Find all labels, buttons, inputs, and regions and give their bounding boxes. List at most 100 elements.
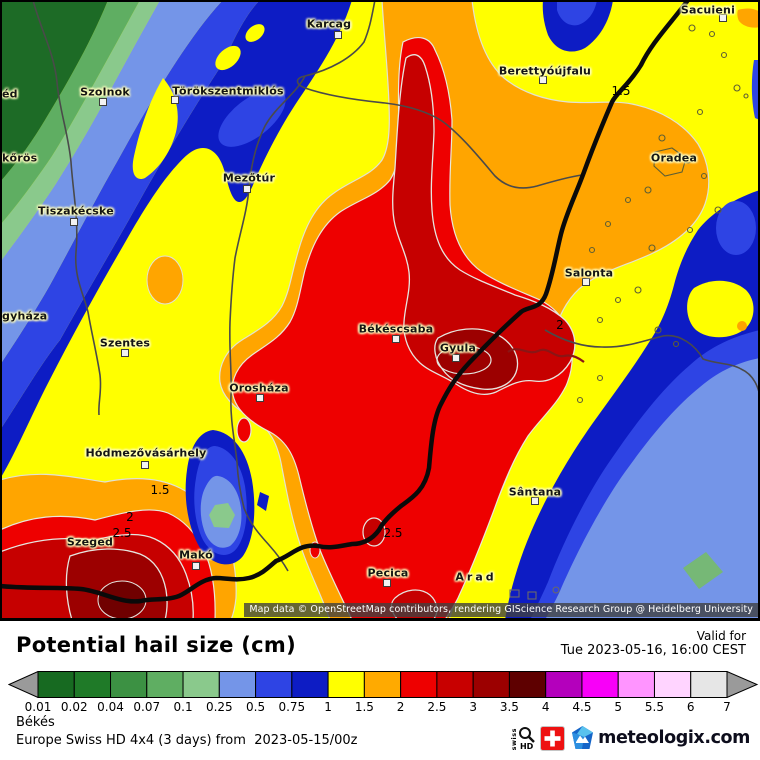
swiss-hd-logo[interactable]: swiss HD [510, 726, 535, 751]
city-label-partial: gyháza [2, 309, 48, 323]
swiss-label: swiss [510, 727, 519, 750]
hail-map: Karcag Sacuieni Szolnok Törökszentmiklós Ber… [0, 0, 760, 620]
scale-cell [327, 671, 365, 698]
scale-cell [110, 671, 148, 698]
meteologix-logo[interactable]: meteologix.com [570, 725, 750, 751]
scale-value: 5.5 [644, 700, 665, 714]
map-attribution: Map data © OpenStreetMap contributors, r… [244, 603, 758, 617]
scale-cell [400, 671, 438, 698]
contour-value-label: 2.5 [112, 526, 132, 540]
scale-value: 0.75 [278, 700, 306, 714]
valid-for-label: Valid for [696, 629, 746, 643]
city-label: Arad [455, 570, 497, 584]
contour-value-label: 2.5 [383, 526, 403, 540]
scale-cell [291, 671, 329, 698]
city-label-partial: éd [2, 87, 18, 101]
magnifier-icon [519, 727, 535, 743]
city-label: Pecica [367, 566, 409, 580]
map-graphic [2, 2, 758, 620]
contour-value-label: 1.5 [611, 84, 631, 98]
city-marker [531, 497, 539, 505]
scale-value: 2.5 [427, 700, 447, 714]
scale-value: 7 [723, 700, 731, 714]
scale-value: 5 [614, 700, 623, 714]
scale-value: 2 [396, 700, 405, 714]
city-marker [99, 98, 107, 106]
city-label: Makó [179, 548, 213, 562]
city-marker [141, 461, 149, 469]
scale-cell [218, 671, 257, 698]
city-marker [334, 31, 342, 39]
scale-value: 4.5 [572, 700, 592, 714]
scale-cell [653, 671, 692, 698]
scale-cell [617, 671, 655, 698]
scale-value: 0.25 [205, 700, 233, 714]
city-marker [70, 218, 78, 226]
city-label: Törökszentmiklós [172, 84, 284, 98]
valid-time: Tue 2023-05-16, 16:00 CEST [560, 643, 746, 658]
scale-value: 0.5 [246, 700, 266, 714]
scale-value: 6 [686, 700, 695, 714]
scale-value: 0.01 [24, 700, 52, 714]
city-label: Szentes [99, 336, 151, 350]
city-label: Sacuieni [680, 3, 736, 17]
swiss-flag-icon [540, 725, 566, 751]
city-label: Berettyóújfalu [498, 64, 592, 78]
map-frame-bottom [0, 618, 760, 621]
scale-value: 0.04 [97, 700, 124, 714]
scale-cell [472, 671, 510, 698]
city-marker [539, 76, 547, 84]
scale-value: 1.5 [354, 700, 374, 714]
city-label: Szolnok [80, 85, 130, 99]
scale-cell [182, 671, 220, 698]
scale-cell [363, 671, 402, 698]
city-label-partial: kőrös [2, 151, 38, 165]
page-title: Potential hail size (cm) [16, 633, 296, 657]
city-label: Tiszakécske [38, 204, 114, 218]
contour-value-label: 2 [126, 510, 134, 524]
scale-value: 0.07 [133, 700, 161, 714]
city-label: Hódmezővásárhely [85, 446, 207, 460]
city-label: Salonta [564, 266, 614, 280]
legend-panel: Potential hail size (cm) Valid for Tue 2… [0, 621, 760, 760]
city-marker [383, 579, 391, 587]
city-marker [582, 278, 590, 286]
scale-value: 3 [469, 700, 477, 714]
city-marker [171, 96, 179, 104]
city-marker [392, 335, 400, 343]
scale-cell [37, 671, 75, 698]
scale-cell [436, 671, 474, 698]
city-label: Szeged [66, 535, 114, 549]
scale-cell [255, 671, 293, 698]
scale-value: 0.02 [60, 700, 88, 714]
scale-cell [545, 671, 583, 698]
city-label: Orosháza [229, 381, 289, 395]
scale-value: 0.1 [173, 700, 193, 714]
brand-text: meteologix.com [598, 728, 750, 748]
city-marker [256, 394, 264, 402]
contour-value-label: 2 [556, 318, 564, 332]
scale-cell [581, 671, 619, 698]
scale-cell [146, 671, 184, 698]
scale-value: 4 [541, 700, 550, 714]
scale-cell [690, 671, 728, 698]
city-label: Sântana [508, 485, 562, 499]
city-marker [192, 562, 200, 570]
scale-value: 3.5 [499, 700, 519, 714]
city-label: Karcag [306, 17, 352, 31]
city-label: Gyula [439, 341, 477, 355]
scale-cell [73, 671, 112, 698]
color-scale-bar [8, 671, 759, 698]
hd-label: HD [519, 742, 534, 751]
scale-cell [508, 671, 547, 698]
city-marker [121, 349, 129, 357]
city-marker [719, 14, 727, 22]
scale-value: 1 [324, 700, 332, 714]
region-name: Békés [16, 715, 55, 730]
valid-time-box: Valid for Tue 2023-05-16, 16:00 CEST [561, 629, 746, 659]
color-scale-labels: 0.01 0.02 0.04 0.07 0.1 0.25 0.5 0.75 1 1.5 2 2.5 3 3… [0, 700, 760, 716]
meteologix-gem-icon [572, 726, 594, 749]
city-label: Oradea [650, 151, 698, 165]
city-label: Mezőtúr [222, 171, 276, 185]
